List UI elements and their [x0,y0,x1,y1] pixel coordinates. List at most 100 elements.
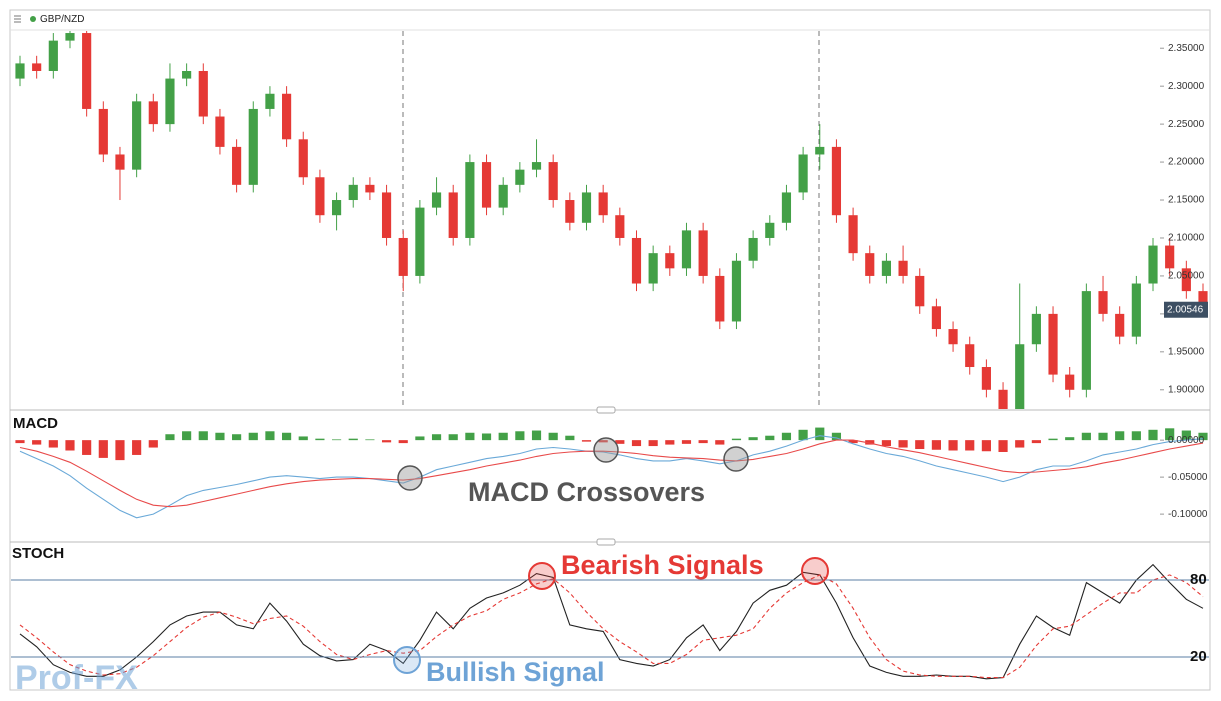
y-tick-label: 2.05000 [1168,271,1205,282]
histogram-bar [1148,429,1158,441]
candle-body [615,215,625,238]
histogram-bar [415,436,425,441]
y-tick-label: -0.05000 [1168,472,1208,483]
candle-body [1065,374,1075,390]
candle-body [348,184,358,201]
histogram-bar [615,440,625,444]
histogram-bar [498,432,508,441]
candle-body [1031,313,1041,345]
histogram-bar [981,440,991,452]
candle-body [265,93,275,109]
y-tick-label: 0.00000 [1168,435,1205,446]
histogram-bar [1115,431,1125,441]
histogram-bar [931,440,941,450]
histogram-bar [265,431,275,441]
candle-body [731,260,742,322]
symbol-title: GBP/NZD [40,14,84,25]
candle-body [915,275,925,307]
histogram-bar [815,427,825,441]
candle-body [148,101,158,125]
histogram-bar [82,440,92,455]
candle-body [82,33,92,109]
histogram-bar [1131,431,1141,441]
histogram-bar [1031,440,1041,444]
candle-body [698,230,708,276]
histogram-bar [831,432,842,441]
histogram-bar [448,434,458,441]
histogram-bar [1198,432,1208,441]
histogram-bar [598,440,608,443]
candle-body [765,222,775,238]
y-tick-label: 1.95000 [1168,346,1205,357]
crossover-markers [397,437,749,491]
candle-body [1115,313,1125,337]
panel-title: STOCH [12,545,64,562]
histogram-bar [1098,432,1108,441]
histogram-bar [715,440,725,445]
y-tick-label: 2.10000 [1168,233,1205,244]
candle-body [581,192,592,223]
histogram-bar [765,435,775,441]
candle-body [565,200,575,223]
histogram-bar [531,430,542,441]
candle-body [365,184,375,193]
panel-title: MACD [13,415,58,432]
y-tick-label: 2.30000 [1168,81,1205,92]
histogram-bar [848,440,858,444]
histogram-bar [32,440,42,445]
histogram-bar [1048,438,1058,441]
candle-body [431,192,442,208]
histogram-bar [731,438,742,441]
candle-body [998,389,1008,409]
resize-handle[interactable] [596,406,616,414]
histogram-bar [581,440,592,442]
candle-body [215,116,225,147]
y-tick-label: 2.35000 [1168,43,1205,54]
histogram-bar [965,440,975,451]
histogram-bar [431,434,442,441]
price-tag-label: 2.00546 [1167,304,1204,315]
candle-body [165,78,175,125]
candle-body [715,275,725,322]
candle-body [398,237,408,276]
histogram-bar [165,434,175,441]
histogram-bar [565,435,575,441]
histogram-bar [148,440,158,448]
histogram-bar [132,440,142,455]
candle-body [381,192,392,238]
histogram-bar [881,440,892,447]
histogram-bar [182,431,192,441]
menu-icon[interactable] [14,15,21,23]
resize-handle[interactable] [596,538,616,546]
histogram-bar [481,433,492,441]
candle-body [248,108,258,185]
candle-body [898,260,908,276]
candle-body [681,230,692,269]
candle-body [931,306,941,330]
candle-body [1081,291,1091,390]
candle-body [1098,291,1108,314]
candle-body [115,154,125,170]
y-tick-label: 2.15000 [1168,195,1205,206]
histogram-bar [365,439,375,441]
histogram-bar [948,440,958,451]
candle-body [48,40,58,71]
candle-body [598,192,608,216]
histogram-bar [198,431,208,441]
watermark: Prof-FX [15,659,138,697]
candle-body [65,33,75,41]
candle-body [865,253,875,276]
candle-body [881,260,892,276]
y-tick-label: -0.10000 [1168,509,1208,520]
indicator-line [19,563,1204,680]
price-tag [1164,301,1208,318]
y-tick-label: 1.90000 [1168,384,1205,395]
histogram-bar [748,437,758,441]
bullish-marker [393,646,421,674]
candle-body [648,253,658,284]
histogram-bar [631,440,642,447]
candle-body [831,146,842,216]
histogram-bar [232,434,242,441]
histogram-bar [681,440,692,444]
histogram-bar [15,440,25,444]
